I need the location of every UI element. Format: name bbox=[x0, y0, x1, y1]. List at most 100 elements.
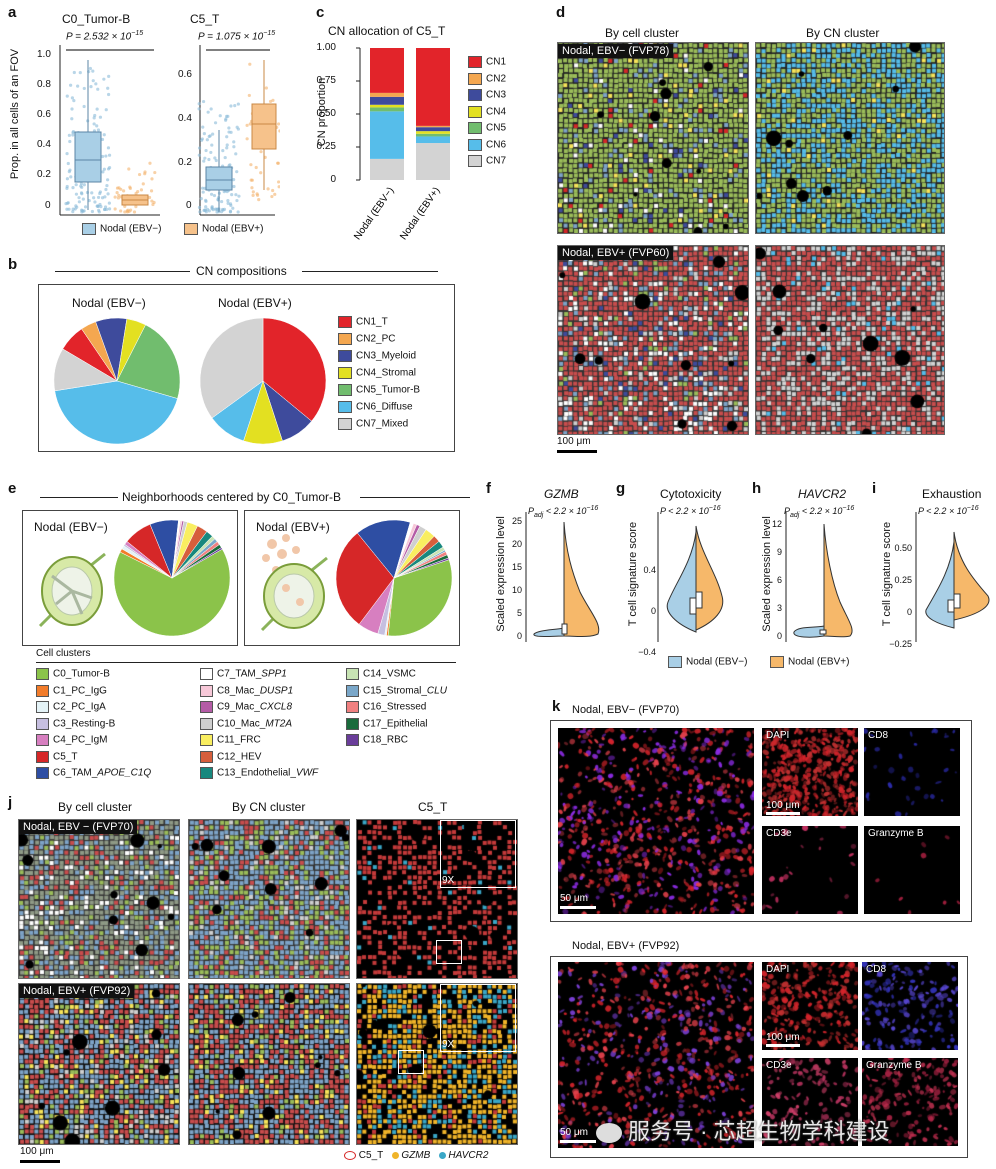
panel-k-bottom-cd3e bbox=[762, 1058, 858, 1146]
pie-e2-slice-18 bbox=[393, 557, 450, 579]
panel-b-title-line-left bbox=[55, 271, 190, 272]
watermark: 服务号 · 芯超生物学科建设 bbox=[596, 1114, 890, 1146]
panel-e-clusters-line bbox=[36, 662, 456, 663]
bar-cn1-0 bbox=[370, 48, 404, 93]
panel-i-title: Exhaustion bbox=[922, 487, 982, 501]
panel-j-col2: By CN cluster bbox=[232, 800, 306, 814]
panel-e-title-line-right bbox=[360, 497, 470, 498]
panel-b-pie-ebv-pos bbox=[199, 317, 327, 445]
pie-b2-slice-0 bbox=[262, 317, 327, 422]
bar-cn3-1 bbox=[416, 127, 450, 132]
panel-j-zoom-label-1: 9X bbox=[442, 875, 455, 886]
panel-g-ticks: 0.4 0 −0.4 bbox=[638, 565, 656, 657]
panel-j-mosaic-cell-ebv-neg bbox=[18, 819, 180, 979]
panel-d-col2: By CN cluster bbox=[806, 26, 880, 40]
panel-d-mosaic-cn-ebv-pos bbox=[755, 245, 945, 435]
panel-j-mosaic-cn-ebv-neg bbox=[188, 819, 350, 979]
panel-a-left-title: C0_Tumor-B bbox=[62, 12, 131, 26]
panel-k-bottom-cd3e-label: CD3e bbox=[766, 1060, 792, 1071]
bar-category-label-0: Nodal (EBV−) bbox=[352, 185, 396, 240]
panel-c-legend-cn7: CN7 bbox=[468, 155, 506, 167]
pie-e2-slice-5 bbox=[335, 532, 395, 625]
cluster-legend-7: C7_TAM_SPP1 bbox=[200, 668, 287, 680]
panel-d-mosaic-cell-ebv-pos bbox=[557, 245, 749, 435]
panel-b-pie-left-title: Nodal (EBV−) bbox=[72, 296, 146, 310]
panel-k-bottom-merged bbox=[558, 962, 754, 1148]
bar-cn2-0 bbox=[370, 92, 404, 97]
panel-j-zoom-label-2: 9X bbox=[442, 1039, 455, 1050]
cluster-legend-4: C4_PC_IgM bbox=[36, 734, 107, 746]
panel-j-col1: By cell cluster bbox=[58, 800, 133, 814]
panel-label-f: f bbox=[486, 480, 491, 497]
panel-k-top-cd3e bbox=[762, 826, 858, 914]
panel-b-frame bbox=[38, 284, 455, 452]
panel-label-a: a bbox=[8, 4, 17, 21]
pie-b2-slice-6 bbox=[199, 317, 264, 419]
bar-cn1-1 bbox=[416, 48, 450, 126]
panel-a-left-tick-3: 0.4 bbox=[37, 139, 51, 150]
panel-g-violin bbox=[657, 512, 724, 642]
panel-c-tick-2: 0.50 bbox=[316, 108, 336, 119]
panel-c-legend-cn1: CN1 bbox=[468, 56, 506, 68]
pie-b1-slice-4 bbox=[116, 324, 181, 399]
pie-e1-slice-18 bbox=[171, 547, 223, 579]
panel-a-right-pvalue: P = 1.075 × 10−15 bbox=[198, 30, 276, 43]
panel-label-b: b bbox=[8, 256, 18, 273]
panel-c-legend-cn3: CN3 bbox=[468, 89, 506, 101]
panel-b-legend-3: CN4_Stromal bbox=[338, 367, 416, 379]
panel-d-scale-bar bbox=[557, 450, 597, 453]
panel-j-legend: C5_T GZMB HAVCR2 bbox=[344, 1150, 488, 1161]
cluster-legend-15: C15_Stromal_CLU bbox=[346, 684, 447, 697]
bar-cn7-0 bbox=[370, 158, 404, 180]
panel-a-left-tick-4: 0.2 bbox=[37, 169, 51, 180]
cluster-legend-9: C9_Mac_CXCL8 bbox=[200, 701, 292, 713]
panel-k-top-granzyme bbox=[864, 826, 960, 914]
panel-j-row2-label: Nodal, EBV+ (FVP92) bbox=[19, 984, 135, 998]
panel-e-pie-ebv-neg bbox=[113, 519, 231, 637]
panel-g-title: Cytotoxicity bbox=[660, 487, 722, 501]
panel-c-tick-4: 0 bbox=[330, 174, 336, 185]
bar-cn6-0 bbox=[370, 111, 404, 159]
panel-j-roi-1 bbox=[436, 940, 462, 964]
panel-k-top-scale-small-label: 100 μm bbox=[766, 800, 800, 811]
cluster-legend-5: C5_T bbox=[36, 750, 77, 763]
panel-e-left-title: Nodal (EBV−) bbox=[34, 520, 108, 534]
panel-a-legend-ebv-neg: Nodal (EBV−) bbox=[82, 223, 161, 235]
panel-j-mosaic-t-ebv-neg bbox=[356, 819, 518, 979]
panel-e-pie-ebv-pos bbox=[335, 519, 453, 637]
cluster-legend-0: C0_Tumor-B bbox=[36, 668, 110, 680]
panel-label-c: c bbox=[316, 4, 325, 21]
panel-label-g: g bbox=[616, 480, 626, 497]
panel-label-j: j bbox=[8, 794, 13, 811]
bar-cn5-0 bbox=[370, 107, 404, 112]
pie-e2-slice-0 bbox=[387, 559, 453, 637]
panel-k-bottom-scale-small-bar bbox=[766, 1044, 800, 1047]
panel-c-tick-3: 0.25 bbox=[316, 141, 336, 152]
panel-g-pvalue: P < 2.2 × 10−16 bbox=[660, 505, 721, 516]
panel-j-mosaic-cn-ebv-pos bbox=[188, 983, 350, 1145]
panel-f-title: GZMB bbox=[544, 487, 579, 501]
panel-fghi-legend-ebv-pos: Nodal (EBV+) bbox=[770, 656, 849, 668]
panel-k-top-cd3e-label: CD3e bbox=[766, 828, 792, 839]
pie-e2-slice-6 bbox=[357, 519, 411, 579]
panel-f-pvalue: Padj < 2.2 × 10−16 bbox=[528, 505, 599, 519]
panel-a-boxplots bbox=[59, 45, 280, 216]
panel-e-frame-right bbox=[244, 510, 460, 646]
panel-a-right-tick-2: 0.2 bbox=[178, 157, 192, 168]
panel-k-top-dapi bbox=[762, 728, 858, 816]
panel-k-bottom-cd8-label: CD8 bbox=[866, 964, 887, 975]
panel-label-k: k bbox=[552, 698, 561, 715]
panel-k-top-title: Nodal, EBV− (FVP70) bbox=[572, 704, 680, 716]
bar-cn4-0 bbox=[370, 104, 404, 108]
swatch-fghi-ebv-neg bbox=[668, 656, 682, 668]
wechat-icon bbox=[596, 1123, 622, 1144]
panel-c-tick-1: 0.75 bbox=[316, 75, 336, 86]
panel-b-title-line-right bbox=[302, 271, 438, 272]
cluster-legend-11: C11_FRC bbox=[200, 734, 261, 746]
pie-b1-slice-6 bbox=[53, 348, 118, 392]
panel-b-pie-ebv-neg bbox=[53, 317, 181, 445]
bar-cn3-0 bbox=[370, 96, 404, 105]
panel-a-right-title: C5_T bbox=[190, 12, 220, 26]
panel-k-bottom-dapi bbox=[762, 962, 858, 1050]
panel-e-title: Neighborhoods centered by C0_Tumor-B bbox=[122, 490, 342, 504]
